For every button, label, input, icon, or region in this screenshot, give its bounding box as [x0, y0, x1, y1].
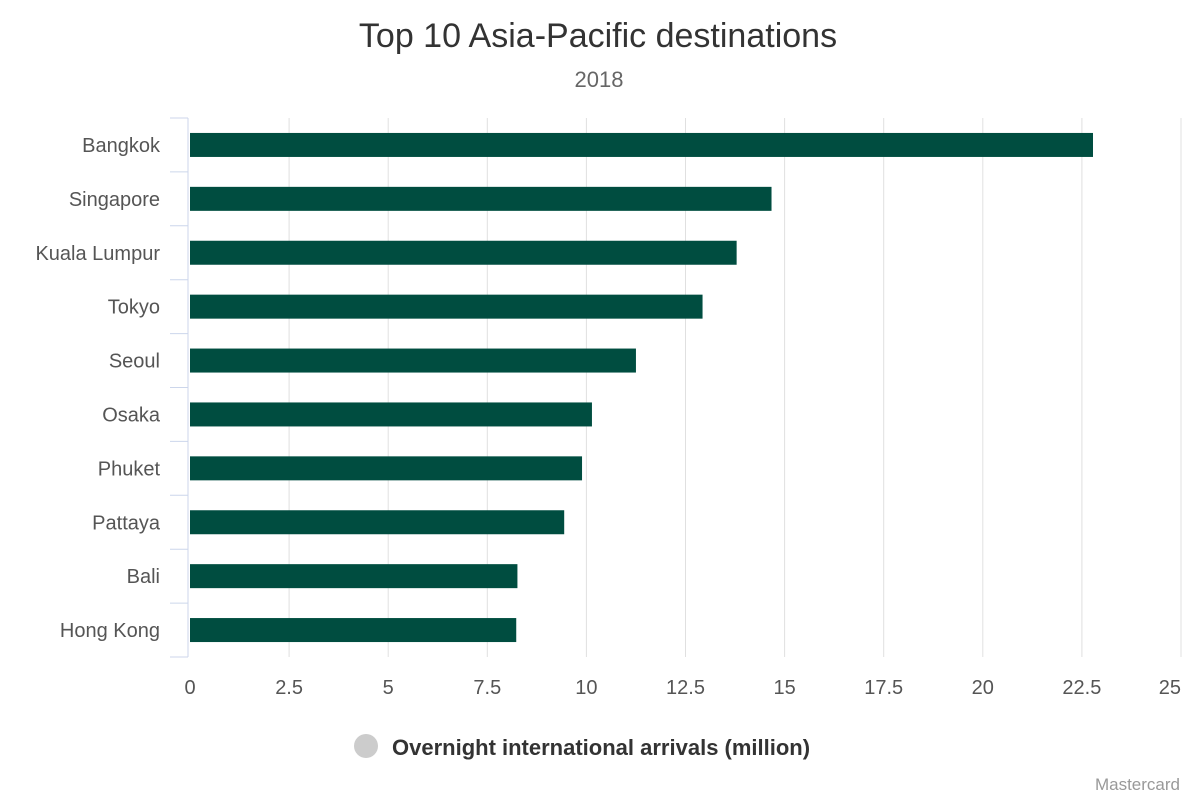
- category-label: Hong Kong: [60, 620, 160, 642]
- bar-bali: [190, 564, 518, 589]
- tick-label: 7.5: [473, 677, 501, 699]
- category-label: Singapore: [69, 189, 160, 211]
- tick-label: 12.5: [666, 677, 705, 699]
- bar-phuket: [190, 456, 583, 481]
- tick-label: 10: [575, 677, 597, 699]
- chart-subtitle: 2018: [575, 67, 624, 92]
- bar-singapore: [190, 186, 772, 211]
- category-label: Tokyo: [108, 297, 160, 319]
- value-tick-labels: 0 2.5 5 7.5 10 12.5 15 17.5 20 22.5 25: [184, 677, 1181, 699]
- category-label: Pattaya: [92, 512, 161, 534]
- bar-bangkok: [190, 132, 1093, 157]
- bar-tokyo: [190, 294, 703, 319]
- bars: [190, 132, 1093, 643]
- category-labels: Bangkok Singapore Kuala Lumpur Tokyo Seoul Os…: [35, 135, 161, 642]
- category-label: Osaka: [102, 404, 161, 426]
- bar-seoul: [190, 348, 636, 373]
- bar-hong-kong: [190, 618, 517, 643]
- tick-label: 17.5: [864, 677, 903, 699]
- category-label: Bangkok: [82, 135, 161, 157]
- bar-pattaya: [190, 510, 565, 535]
- tick-label: 22.5: [1062, 677, 1101, 699]
- tick-label: 0: [184, 677, 195, 699]
- tick-label: 15: [773, 677, 795, 699]
- legend-marker[interactable]: [354, 734, 378, 758]
- category-label: Seoul: [109, 351, 160, 373]
- tick-label: 5: [383, 677, 394, 699]
- tick-label: 20: [972, 677, 994, 699]
- legend[interactable]: Overnight international arrivals (millio…: [354, 734, 810, 760]
- category-label: Phuket: [98, 458, 161, 480]
- legend-label[interactable]: Overnight international arrivals (millio…: [392, 735, 810, 760]
- bar-osaka: [190, 402, 592, 427]
- tick-label: 2.5: [275, 677, 303, 699]
- category-label: Bali: [127, 566, 160, 588]
- credit-link[interactable]: Mastercard: [1095, 775, 1180, 794]
- chart-title: Top 10 Asia-Pacific destinations: [359, 17, 837, 55]
- category-label: Kuala Lumpur: [35, 243, 160, 265]
- tick-label: 25: [1159, 677, 1181, 699]
- bar-kuala-lumpur: [190, 240, 737, 265]
- category-axis: [170, 117, 189, 658]
